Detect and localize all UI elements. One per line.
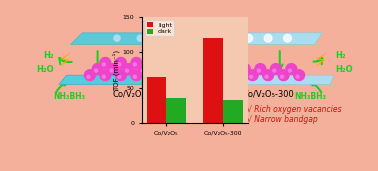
Text: NH₃BH₃: NH₃BH₃ — [294, 92, 326, 101]
Circle shape — [245, 34, 253, 42]
Text: √ Narrow bandgap: √ Narrow bandgap — [247, 115, 318, 124]
Text: Co/V₂O₅-300: Co/V₂O₅-300 — [242, 89, 294, 98]
Text: H₂: H₂ — [43, 51, 53, 60]
Circle shape — [280, 75, 284, 78]
Circle shape — [286, 64, 297, 74]
Text: Co/V₂O₅: Co/V₂O₅ — [112, 89, 145, 98]
Circle shape — [263, 70, 274, 81]
Bar — [203, 38, 223, 123]
Circle shape — [123, 64, 134, 74]
Y-axis label: TOF (min⁻¹): TOF (min⁻¹) — [112, 50, 120, 91]
Bar — [147, 77, 166, 123]
Circle shape — [257, 69, 260, 72]
Circle shape — [249, 75, 253, 78]
Circle shape — [284, 34, 291, 42]
Circle shape — [232, 70, 243, 81]
Text: H₂O: H₂O — [36, 64, 53, 74]
Polygon shape — [71, 33, 191, 44]
Circle shape — [114, 35, 120, 41]
Circle shape — [265, 75, 268, 78]
Text: ⚡: ⚡ — [57, 52, 71, 71]
Circle shape — [239, 64, 250, 74]
Circle shape — [156, 69, 160, 72]
Circle shape — [162, 70, 173, 81]
Circle shape — [247, 70, 258, 81]
Polygon shape — [202, 75, 334, 84]
Text: H₂O: H₂O — [336, 64, 353, 74]
Circle shape — [270, 64, 281, 74]
Circle shape — [100, 57, 111, 68]
Circle shape — [102, 63, 105, 66]
Circle shape — [87, 75, 90, 78]
Circle shape — [115, 70, 126, 81]
Circle shape — [115, 57, 126, 68]
Bar — [223, 100, 243, 123]
Circle shape — [264, 34, 272, 42]
Text: ⚡: ⚡ — [313, 52, 327, 71]
Circle shape — [92, 64, 103, 74]
Circle shape — [137, 35, 143, 41]
Circle shape — [100, 70, 111, 81]
Circle shape — [125, 69, 129, 72]
Text: NH₃BH₃: NH₃BH₃ — [53, 92, 85, 101]
Circle shape — [164, 75, 167, 78]
Circle shape — [118, 75, 121, 78]
Circle shape — [110, 69, 113, 72]
Circle shape — [139, 64, 150, 74]
Circle shape — [118, 63, 121, 66]
Legend: light, dark: light, dark — [145, 20, 174, 36]
Circle shape — [278, 70, 289, 81]
Circle shape — [131, 57, 142, 68]
Circle shape — [294, 70, 305, 81]
Circle shape — [102, 75, 105, 78]
Polygon shape — [59, 75, 198, 84]
Text: √ Rich oxygen vacancies: √ Rich oxygen vacancies — [247, 105, 342, 114]
Circle shape — [160, 35, 167, 41]
Circle shape — [141, 69, 144, 72]
Circle shape — [133, 75, 136, 78]
Circle shape — [273, 69, 276, 72]
Circle shape — [288, 69, 291, 72]
Circle shape — [255, 64, 266, 74]
Circle shape — [154, 64, 165, 74]
Circle shape — [234, 75, 237, 78]
Circle shape — [242, 69, 245, 72]
Bar — [166, 98, 186, 123]
Polygon shape — [210, 33, 322, 44]
Circle shape — [296, 75, 299, 78]
Circle shape — [149, 75, 152, 78]
Circle shape — [146, 70, 157, 81]
Circle shape — [108, 64, 119, 74]
Text: H₂: H₂ — [336, 51, 346, 60]
Circle shape — [84, 70, 95, 81]
Circle shape — [133, 63, 136, 66]
Text: H₂ heat treatment: H₂ heat treatment — [164, 22, 233, 31]
Circle shape — [131, 70, 142, 81]
Circle shape — [94, 69, 98, 72]
